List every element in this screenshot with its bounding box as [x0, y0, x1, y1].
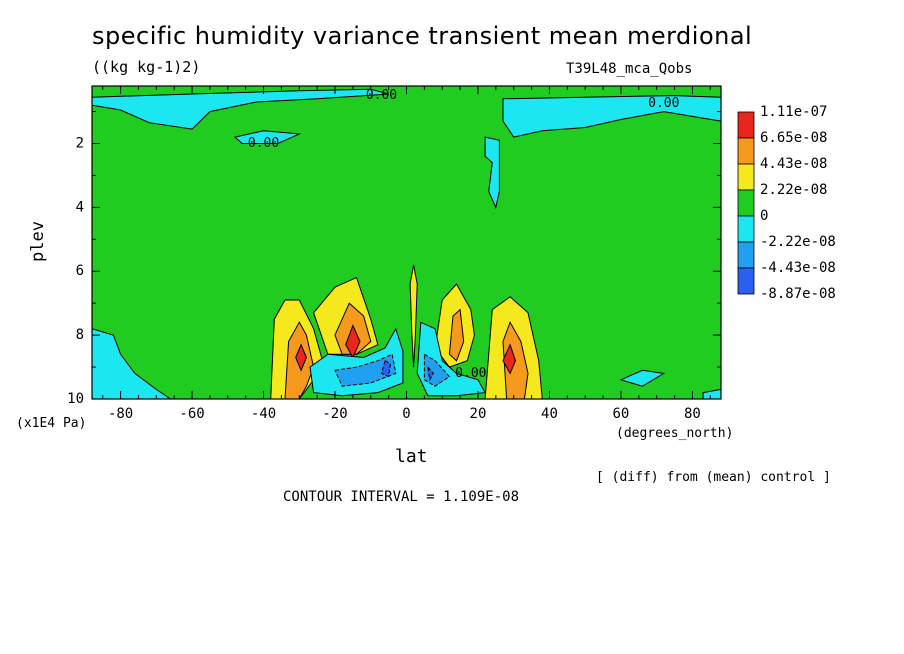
- x-tick-label: 60: [613, 406, 630, 422]
- y-tick-label: 10: [67, 391, 84, 407]
- contour-region-neg2: [334, 353, 397, 387]
- x-axis-label: lat: [395, 446, 428, 467]
- contour-label: 0.00: [248, 136, 279, 151]
- contour-label: 0.00: [648, 96, 679, 111]
- x-axis-units: (degrees_north): [616, 426, 734, 441]
- contour-region-neg1: [502, 95, 722, 138]
- y-tick-label: 6: [76, 263, 84, 279]
- x-tick-label: 20: [470, 406, 487, 422]
- contour-region-pos2: [448, 308, 465, 362]
- color-legend: 1.11e-07 6.65e-08 4.43e-08 2.22e-08 0 -2.22e-…: [737, 104, 836, 302]
- legend-swatch: [737, 241, 755, 269]
- contour-region-neg1: [619, 369, 666, 387]
- y-tick-label: 2: [76, 135, 84, 151]
- contour-region-pos3: [502, 343, 517, 375]
- contour-region-neg1: [233, 130, 302, 144]
- legend-label: 0: [760, 208, 768, 224]
- legend-label: 1.11e-07: [760, 104, 827, 120]
- contour-label: 0.00: [366, 88, 397, 103]
- x-tick-label: -20: [322, 406, 347, 422]
- x-tick-label: -40: [251, 406, 276, 422]
- x-tick-label: -80: [108, 406, 133, 422]
- legend-swatch: [737, 137, 755, 165]
- contour-interval: CONTOUR INTERVAL = 1.109E-08: [283, 489, 520, 505]
- axes: -80 -60 -40 -20 0 20 40 60 80 2 4 6 8 10: [67, 85, 722, 422]
- contour-region-neg1: [484, 136, 500, 209]
- diff-note: [ (diff) from (mean) control ]: [596, 470, 831, 485]
- contour-region-neg1: [91, 88, 389, 130]
- legend-label: -4.43e-08: [760, 260, 836, 276]
- x-tick-label: 0: [402, 406, 410, 422]
- plot-area: 0.00 0.00 0.00 0.00: [91, 86, 722, 400]
- x-tick-label: 80: [684, 406, 701, 422]
- legend-swatch: [737, 267, 755, 295]
- legend-label: 6.65e-08: [760, 130, 827, 146]
- run-id: T39L48_mca_Qobs: [566, 61, 693, 77]
- field-background: [92, 86, 721, 399]
- legend-swatch: [737, 163, 755, 191]
- chart-units: ((kg kg-1)2): [92, 58, 201, 76]
- x-tick-label: -60: [179, 406, 204, 422]
- legend-label: 2.22e-08: [760, 182, 827, 198]
- contour-region-pos3: [345, 324, 361, 359]
- contour-label: 0.00: [455, 366, 486, 381]
- y-tick-label: 4: [76, 199, 84, 215]
- chart-title: specific humidity variance transient mea…: [92, 22, 753, 50]
- contour-region-pos3: [295, 343, 307, 372]
- contour-region-neg3: [427, 365, 434, 382]
- legend-swatch: [737, 189, 755, 217]
- legend-label: -2.22e-08: [760, 234, 836, 250]
- legend-label: 4.43e-08: [760, 156, 827, 172]
- legend-swatch: [737, 215, 755, 243]
- contour-region-pos1: [409, 264, 418, 368]
- legend-label: -8.87e-08: [760, 286, 836, 302]
- contour-region-neg3: [380, 359, 391, 378]
- legend-swatch: [737, 111, 755, 139]
- y-tick-label: 8: [76, 327, 84, 343]
- x-tick-label: 40: [541, 406, 558, 422]
- y-axis-units: (x1E4 Pa): [16, 416, 87, 431]
